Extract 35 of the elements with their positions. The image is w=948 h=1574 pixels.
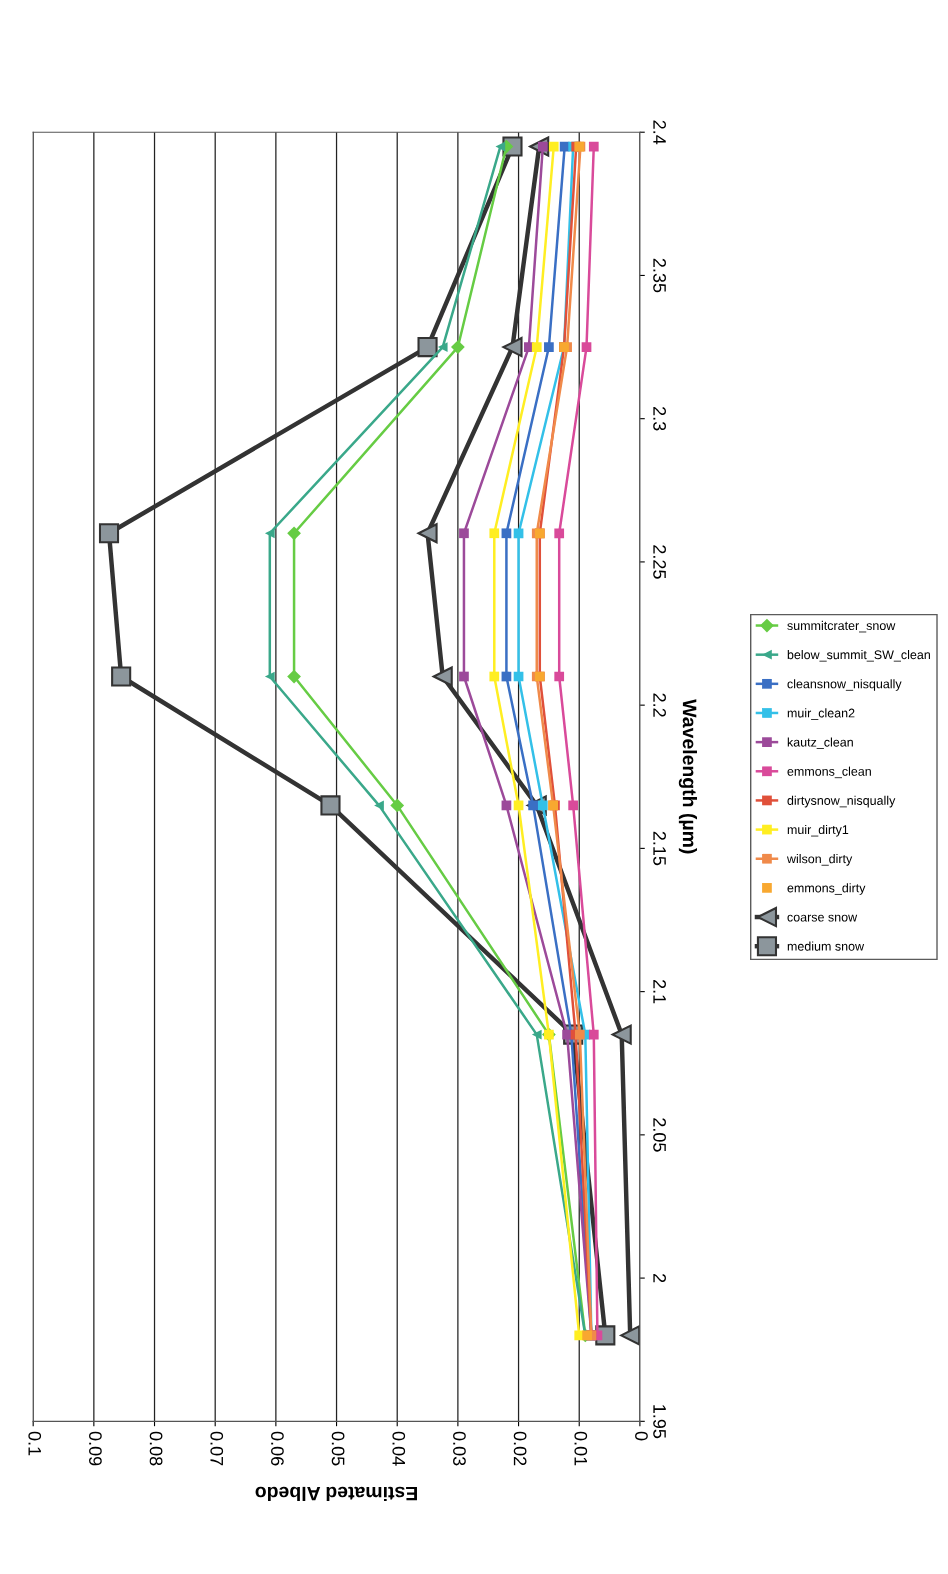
x-tick-label: 0.06 <box>271 1431 284 1466</box>
x-tick-label: 0.01 <box>574 1431 588 1466</box>
x-tick-label: 0.1 <box>28 1431 42 1456</box>
y-tick-label: 2.05 <box>653 1118 666 1152</box>
legend-label: emmons_clean <box>787 766 871 779</box>
x-tick-label: 0.04 <box>392 1431 406 1466</box>
y-tick-label: 1.95 <box>653 1405 666 1439</box>
x-tick-label: 0 <box>635 1431 648 1441</box>
y-tick-label: 2.3 <box>653 407 666 431</box>
y-tick-label: 2.15 <box>653 831 666 866</box>
y-axis-title: Wavelength (µm) <box>678 699 698 854</box>
x-tick-label: 0.08 <box>149 1431 163 1466</box>
legend-label: muir_clean2 <box>787 708 855 720</box>
y-tick-label: 2.4 <box>653 120 666 145</box>
x-tick-label: 0.05 <box>331 1431 345 1466</box>
legend-label: cleansnow_nisqually <box>787 679 902 691</box>
legend-label: kautz_clean <box>787 737 853 749</box>
y-tick-label: 2.2 <box>653 693 666 717</box>
legend-label: muir_dirty1 <box>787 824 849 837</box>
legend-label: dirtysnow_nisqually <box>787 795 896 808</box>
legend-label: wilson_dirty <box>786 854 853 866</box>
y-tick-label: 2.35 <box>653 258 666 293</box>
x-tick-label: 0.02 <box>513 1431 527 1466</box>
legend-label: below_summit_SW_clean <box>787 649 930 662</box>
x-tick-label: 0.09 <box>89 1431 102 1466</box>
y-tick-label: 2.1 <box>653 979 666 1004</box>
legend-label: medium snow <box>787 941 865 951</box>
x-tick-label: 0.07 <box>210 1431 224 1466</box>
x-tick-label: 0.03 <box>453 1431 466 1466</box>
legend-label: emmons_dirty <box>787 883 866 895</box>
x-axis-title: Estimated Albedo <box>255 1486 417 1501</box>
y-tick-label: 2 <box>653 1273 666 1283</box>
y-tick-label: 2.25 <box>653 545 666 579</box>
legend-label: coarse snow <box>787 914 858 922</box>
legend-label: summitcrater_snow <box>787 620 896 633</box>
